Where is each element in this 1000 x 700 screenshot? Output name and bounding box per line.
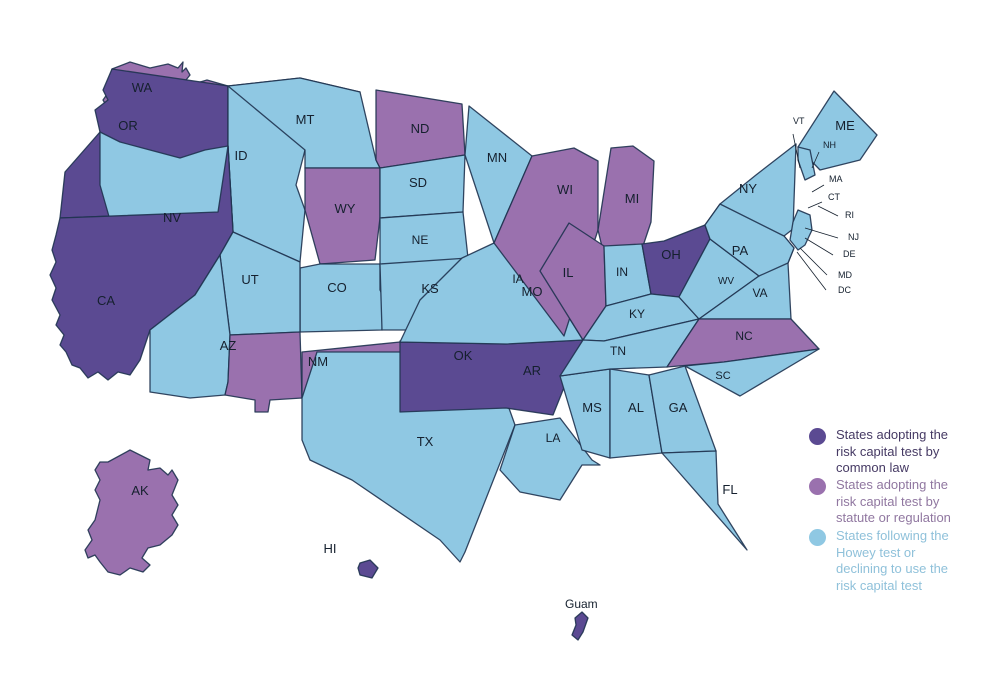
svg-text:ME: ME xyxy=(835,118,855,133)
svg-text:WY: WY xyxy=(335,201,356,216)
svg-text:IL: IL xyxy=(563,265,574,280)
svg-text:WA: WA xyxy=(132,80,153,95)
svg-text:MS: MS xyxy=(582,400,602,415)
svg-text:NM: NM xyxy=(308,354,328,369)
svg-text:Guam: Guam xyxy=(565,597,598,611)
svg-text:GA: GA xyxy=(669,400,688,415)
svg-text:OK: OK xyxy=(454,348,473,363)
svg-text:ID: ID xyxy=(235,148,248,163)
svg-text:AR: AR xyxy=(523,363,541,378)
svg-text:MO: MO xyxy=(522,284,543,299)
svg-text:AK: AK xyxy=(131,483,149,498)
svg-text:CO: CO xyxy=(327,280,347,295)
svg-text:OR: OR xyxy=(118,118,138,133)
svg-text:OH: OH xyxy=(661,247,681,262)
svg-text:SD: SD xyxy=(409,175,427,190)
svg-text:NE: NE xyxy=(412,233,429,247)
svg-text:UT: UT xyxy=(241,272,258,287)
svg-text:AL: AL xyxy=(628,400,644,415)
svg-text:WV: WV xyxy=(718,276,734,287)
svg-text:ND: ND xyxy=(411,121,430,136)
svg-text:IN: IN xyxy=(616,265,628,279)
svg-text:TN: TN xyxy=(610,344,626,358)
svg-text:NV: NV xyxy=(163,210,181,225)
svg-text:MA: MA xyxy=(829,174,843,184)
svg-text:VT: VT xyxy=(793,116,805,126)
svg-text:TX: TX xyxy=(417,434,434,449)
svg-text:SC: SC xyxy=(715,370,730,382)
svg-text:NY: NY xyxy=(739,181,757,196)
svg-text:RI: RI xyxy=(845,210,854,220)
svg-text:DC: DC xyxy=(838,285,851,295)
svg-text:LA: LA xyxy=(546,431,561,445)
svg-text:AZ: AZ xyxy=(220,338,237,353)
svg-text:DE: DE xyxy=(843,249,856,259)
svg-text:VA: VA xyxy=(752,286,767,300)
svg-text:HI: HI xyxy=(324,541,337,556)
svg-text:KY: KY xyxy=(629,307,645,321)
svg-text:CA: CA xyxy=(97,293,115,308)
svg-text:MT: MT xyxy=(296,112,315,127)
svg-text:WI: WI xyxy=(557,182,573,197)
svg-text:FL: FL xyxy=(722,482,737,497)
svg-text:CT: CT xyxy=(828,192,840,202)
svg-text:MI: MI xyxy=(625,191,639,206)
svg-text:KS: KS xyxy=(421,281,439,296)
svg-text:MN: MN xyxy=(487,150,507,165)
svg-text:MD: MD xyxy=(838,270,852,280)
svg-text:NH: NH xyxy=(823,140,836,150)
svg-text:NJ: NJ xyxy=(848,232,859,242)
svg-text:PA: PA xyxy=(732,243,749,258)
svg-text:NC: NC xyxy=(735,329,753,343)
